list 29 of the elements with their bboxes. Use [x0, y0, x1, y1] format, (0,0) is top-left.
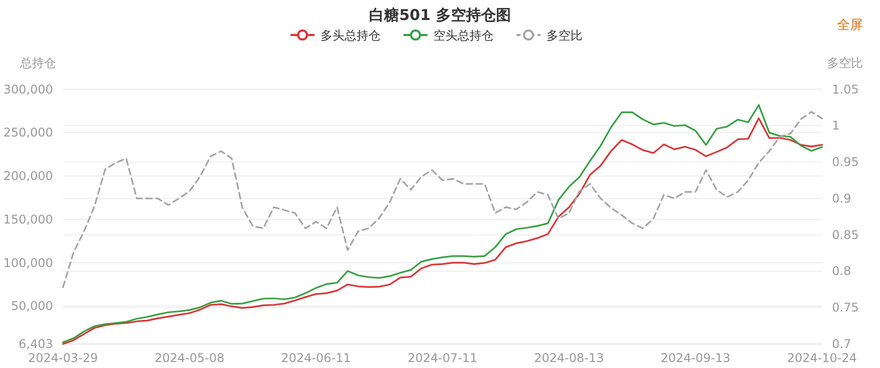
y2-tick-label: 1	[832, 118, 840, 133]
y2-tick-label: 0.8	[832, 264, 852, 278]
text: 全屏	[837, 18, 863, 33]
y2-axis-title: 多空比	[827, 56, 863, 70]
legend-label: 空头总持仓	[434, 28, 494, 42]
y2-tick-label: 0.85	[832, 228, 859, 242]
legend-label: 多头总持仓	[320, 28, 380, 42]
y-tick-label: 200,000	[3, 169, 53, 184]
y-tick-label: 150,000	[3, 212, 53, 226]
x-tick-label: 2024-09-13	[660, 351, 730, 365]
y-tick-label: 300,000	[3, 82, 53, 96]
y-tick-label: 6,403	[18, 337, 53, 351]
x-tick-label: 2024-03-29	[28, 351, 98, 365]
y-tick-label: 250,000	[3, 126, 53, 140]
y-tick-label: 50,000	[11, 299, 53, 314]
y2-tick-label: 1.05	[832, 82, 859, 96]
x-tick-label: 2024-10-24	[787, 351, 857, 365]
y2-tick-label: 0.95	[832, 155, 859, 170]
y2-tick-label: 0.9	[832, 191, 852, 206]
legend-label: 多空比	[546, 28, 582, 42]
chart-title: 白糖501 多空持仓图	[369, 6, 511, 24]
y-axis-title: 总持仓	[19, 56, 56, 70]
y2-tick-label: 0.75	[832, 300, 859, 315]
x-tick-label: 2024-06-11	[281, 351, 351, 365]
x-tick-label: 2024-07-11	[408, 351, 478, 365]
x-tick-label: 2024-05-08	[154, 351, 224, 365]
y-tick-label: 100,000	[3, 256, 53, 270]
y2-tick-label: 0.7	[832, 337, 852, 351]
x-tick-label: 2024-08-13	[534, 351, 604, 365]
